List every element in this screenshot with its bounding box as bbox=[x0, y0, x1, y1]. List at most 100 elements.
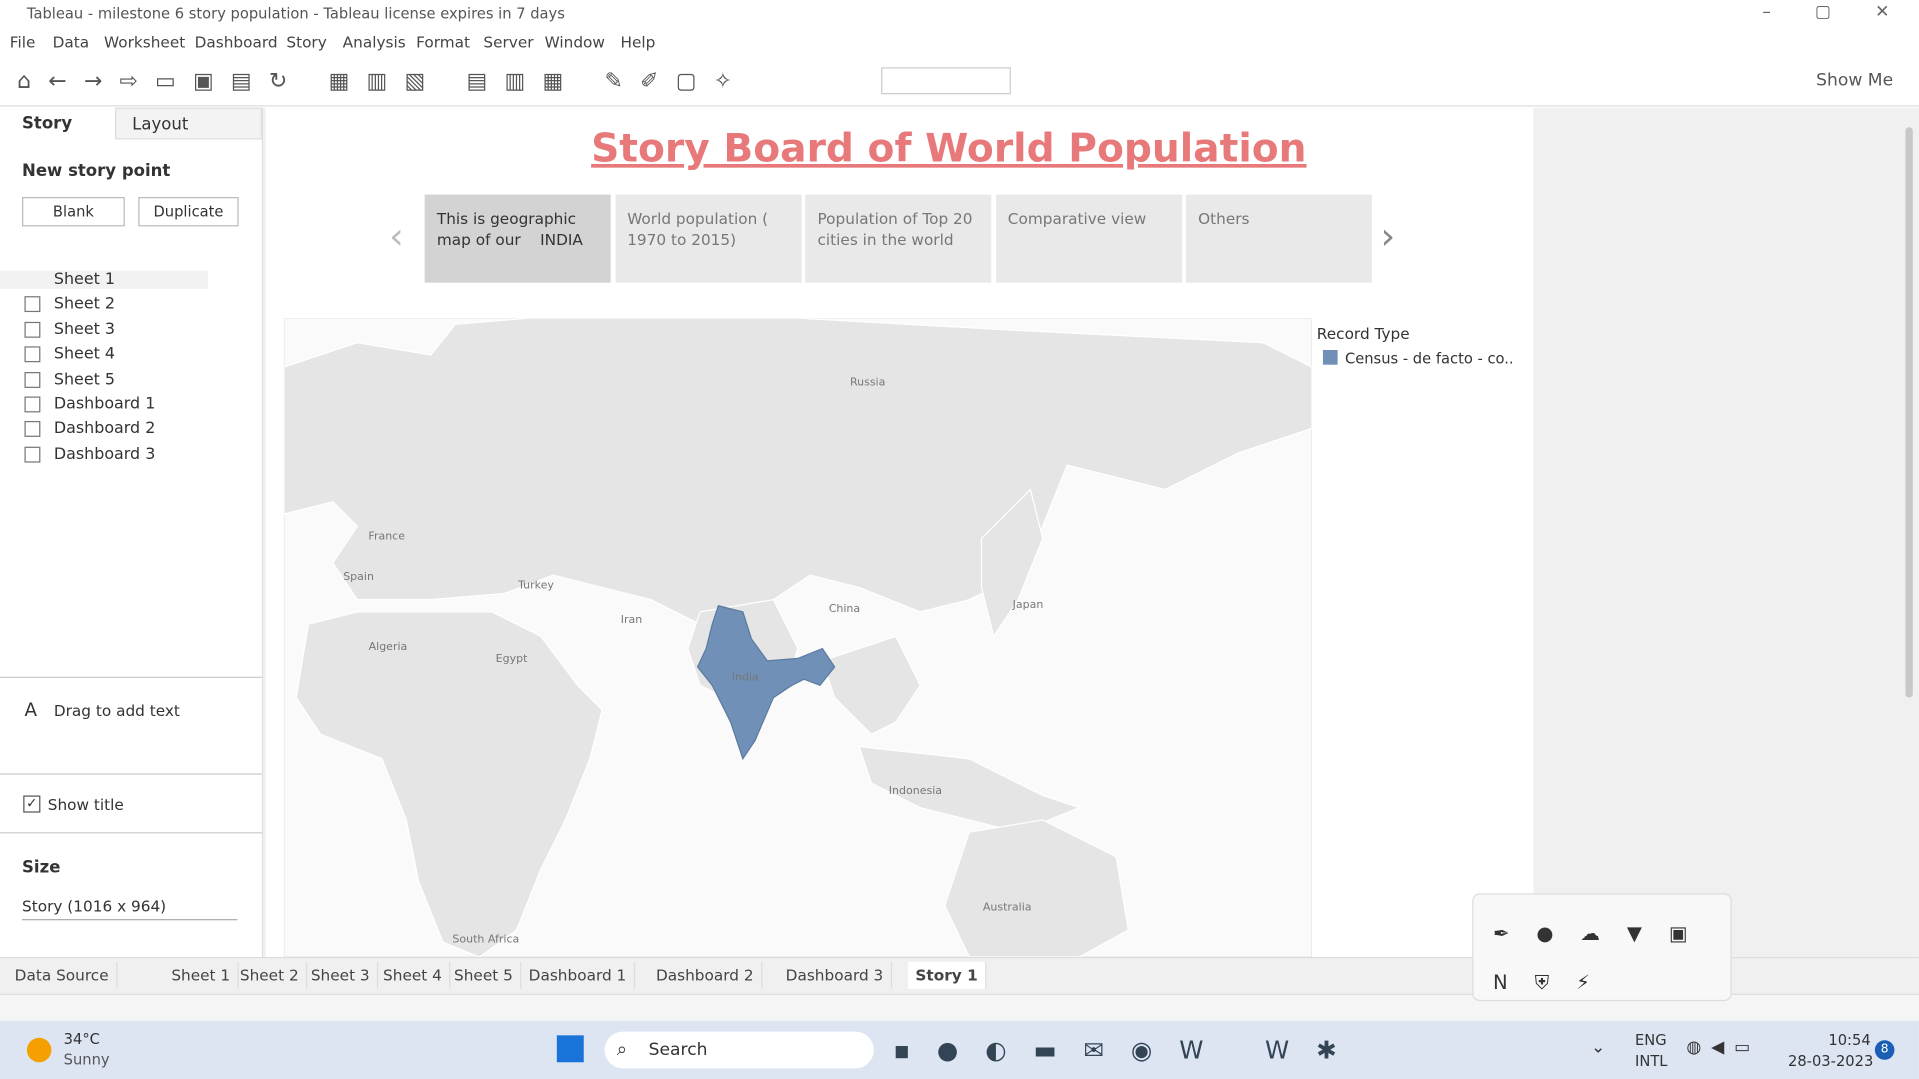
notification-badge[interactable]: 8 bbox=[1874, 1040, 1895, 1060]
side-panel: Story Layout New story point Blank Dupli… bbox=[0, 107, 264, 958]
window-title: Tableau - milestone 6 story population -… bbox=[26, 4, 565, 23]
toolbar-icons[interactable]: ⌂←→⇨▭▣▤↻ ▦▥▧ ▤▥▦ ✎✐▢✧ bbox=[17, 68, 750, 95]
menu-item[interactable]: Dashboard bbox=[194, 33, 278, 52]
sheet-tab[interactable]: Dashboard 3 bbox=[778, 961, 892, 989]
sheet-icon bbox=[24, 421, 41, 438]
sheet-item[interactable]: Sheet 3 bbox=[53, 320, 116, 339]
map-label: Australia bbox=[983, 901, 1032, 914]
sheet-icon bbox=[24, 446, 41, 463]
menu-item[interactable]: Server bbox=[483, 33, 534, 52]
legend-title: Record Type bbox=[1316, 324, 1410, 343]
size-dropdown[interactable]: Story (1016 x 964) bbox=[22, 897, 238, 921]
map-label: Russia bbox=[850, 375, 885, 388]
menu-item[interactable]: Help bbox=[620, 33, 656, 52]
show-title: Show title bbox=[47, 795, 124, 814]
sheet-item[interactable]: Sheet 5 bbox=[53, 370, 116, 389]
start-button[interactable] bbox=[556, 1035, 584, 1063]
scrollbar[interactable] bbox=[1905, 127, 1913, 698]
sheet-icon bbox=[24, 321, 41, 338]
sheet-item[interactable]: Sheet 1 bbox=[0, 270, 209, 289]
search-icon: ⌕ bbox=[616, 1037, 628, 1060]
divider bbox=[0, 676, 262, 678]
weather-text: Sunny bbox=[63, 1051, 110, 1069]
menu-item[interactable]: Data bbox=[52, 33, 90, 52]
sheet-tab[interactable]: Dashboard 2 bbox=[649, 961, 763, 989]
sheet-tab[interactable]: Sheet 4 bbox=[376, 961, 451, 989]
india-highlight[interactable] bbox=[696, 605, 836, 761]
sheet-tab[interactable]: Data Source bbox=[7, 961, 118, 989]
sheet-tab[interactable]: Dashboard 1 bbox=[521, 961, 635, 989]
menu-item[interactable]: File bbox=[9, 33, 36, 52]
sheet-icon bbox=[24, 296, 41, 313]
sheet-item[interactable]: Dashboard 1 bbox=[53, 395, 156, 414]
story-tab[interactable]: Story bbox=[0, 108, 116, 140]
map-label: Turkey bbox=[517, 579, 554, 592]
prev-arrow[interactable]: ‹ bbox=[389, 215, 404, 259]
sheet-item[interactable]: Dashboard 3 bbox=[53, 445, 156, 464]
sheet-item[interactable]: Sheet 4 bbox=[53, 345, 116, 364]
map-label: Egypt bbox=[496, 652, 528, 665]
sheet-tab[interactable]: Story 1 bbox=[908, 961, 987, 989]
story-point[interactable]: Population of Top 20 cities in the world bbox=[805, 194, 992, 283]
sheet-item[interactable]: Dashboard 2 bbox=[53, 420, 156, 439]
map-label: Indonesia bbox=[889, 784, 942, 797]
map-label: China bbox=[829, 602, 860, 615]
weather-icon[interactable] bbox=[26, 1037, 52, 1063]
map: Russia France Spain Turkey Iran China Japan Alg… bbox=[283, 318, 1312, 958]
sheet-tab[interactable]: Sheet 3 bbox=[304, 961, 379, 989]
blank-button[interactable]: Blank bbox=[22, 197, 125, 227]
menu-item[interactable]: Analysis bbox=[342, 33, 406, 52]
layout-tab[interactable]: Layout bbox=[115, 107, 262, 140]
sheet-tab[interactable]: Sheet 2 bbox=[233, 961, 308, 989]
map-label: Algeria bbox=[369, 640, 408, 653]
taskbar: 34°C Sunny ⌕ Search ▪●◐▬✉◉W W✱ ⌄ ENG INT… bbox=[0, 1020, 1919, 1079]
weather-temp: 34°C bbox=[63, 1030, 100, 1048]
divider bbox=[0, 832, 262, 834]
map-label: Japan bbox=[1012, 598, 1044, 611]
status-bar bbox=[0, 993, 1919, 1022]
search-text: Search bbox=[648, 1040, 708, 1060]
toolbar: ⌂←→⇨▭▣▤↻ ▦▥▧ ▤▥▦ ✎✐▢✧ Show Me bbox=[0, 58, 1919, 107]
sheet-icon bbox=[24, 371, 41, 388]
checkbox[interactable]: ✓ bbox=[23, 795, 41, 813]
sheet-item[interactable]: Sheet 2 bbox=[53, 295, 116, 314]
clock-date: 28-03-2023 bbox=[1787, 1052, 1874, 1070]
sheet-tab[interactable]: Sheet 5 bbox=[447, 961, 522, 989]
map-label: South Africa bbox=[452, 932, 519, 945]
divider bbox=[0, 773, 262, 775]
tray-chevron[interactable]: ⌄ bbox=[1590, 1037, 1606, 1058]
menu-item[interactable]: Worksheet bbox=[104, 33, 186, 52]
story-point[interactable]: Others bbox=[1185, 194, 1372, 283]
lang-layout: INTL bbox=[1634, 1052, 1668, 1070]
lang: ENG bbox=[1634, 1031, 1667, 1049]
tray-popup[interactable]: ✒●☁▼▣ N⛨⚡ bbox=[1472, 893, 1732, 1002]
story-title: Story Board of World Population bbox=[591, 124, 1307, 172]
clock-time: 10:54 bbox=[1828, 1031, 1871, 1049]
story-point[interactable]: World population ( 1970 to 2015) bbox=[614, 194, 801, 283]
land bbox=[283, 318, 1312, 958]
legend-item[interactable]: Census - de facto - co.. bbox=[1344, 350, 1514, 368]
text-icon: A bbox=[24, 698, 38, 721]
new-story-point: New story point bbox=[22, 161, 171, 182]
drag-text[interactable]: Drag to add text bbox=[53, 701, 180, 720]
next-arrow[interactable]: › bbox=[1380, 215, 1396, 259]
map-label: Spain bbox=[343, 570, 374, 583]
taskbar-apps[interactable]: ▪●◐▬✉◉W W✱ bbox=[893, 1035, 1364, 1065]
map-label: Iran bbox=[621, 613, 643, 626]
sheet-icon bbox=[24, 346, 41, 363]
search-box[interactable] bbox=[604, 1031, 874, 1069]
menu-item[interactable]: Format bbox=[416, 33, 471, 52]
show-me[interactable]: Show Me bbox=[1816, 70, 1894, 91]
story-point[interactable]: This is geographic map of our INDIA bbox=[424, 194, 611, 283]
sheet-icon bbox=[24, 396, 41, 413]
duplicate-button[interactable]: Duplicate bbox=[138, 197, 239, 227]
menu-item[interactable]: Story bbox=[286, 33, 327, 52]
menu-item[interactable]: Window bbox=[544, 33, 605, 52]
map-label: France bbox=[368, 530, 405, 543]
toolbar-dropdown[interactable] bbox=[881, 67, 1011, 95]
story-point[interactable]: Comparative view bbox=[995, 194, 1182, 283]
tray-icons[interactable]: ◍◀▭ bbox=[1686, 1037, 1761, 1058]
window-controls[interactable]: –▢✕ bbox=[1762, 2, 1919, 23]
sheet-tab[interactable]: Sheet 1 bbox=[164, 961, 239, 989]
